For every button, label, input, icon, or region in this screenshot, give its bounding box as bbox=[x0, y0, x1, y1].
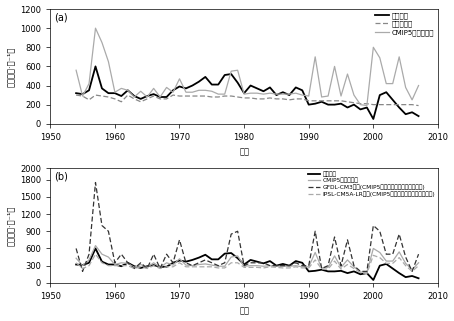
CMIP5模式平均値 bbox=[138, 263, 143, 266]
CMIP5模式平均値 bbox=[74, 256, 79, 260]
IPSL-CM5A-LR模式(CMIP5模式平均値的数据来源之二) bbox=[138, 265, 143, 269]
Line: 观测数据: 观测数据 bbox=[76, 66, 419, 119]
观测数据 bbox=[416, 276, 421, 280]
CMIP5模式平均値 bbox=[74, 68, 79, 72]
观测数据 bbox=[267, 85, 273, 89]
GFDL-CM3模式(CMIP5模式平均値的数据来源之一) bbox=[274, 264, 279, 268]
X-axis label: 年份: 年份 bbox=[239, 147, 249, 156]
再分析资料 bbox=[132, 97, 137, 101]
观测数据 bbox=[312, 102, 318, 106]
CMIP5模式平均値 bbox=[416, 261, 421, 265]
观测数据 bbox=[286, 93, 292, 97]
CMIP5模式平均値 bbox=[416, 83, 421, 87]
再分析资料 bbox=[274, 97, 279, 101]
GFDL-CM3模式(CMIP5模式平均値的数据来源之一) bbox=[293, 261, 299, 265]
Line: CMIP5模式平均値: CMIP5模式平均値 bbox=[76, 28, 419, 106]
再分析资料 bbox=[261, 97, 266, 101]
CMIP5模式平均値 bbox=[209, 263, 215, 267]
IPSL-CM5A-LR模式(CMIP5模式平均値的数据来源之二) bbox=[312, 258, 318, 262]
GFDL-CM3模式(CMIP5模式平均値的数据来源之一) bbox=[144, 267, 150, 271]
再分析资料 bbox=[306, 99, 311, 103]
IPSL-CM5A-LR模式(CMIP5模式平均値的数据来源之二) bbox=[93, 252, 98, 256]
观测数据 bbox=[209, 82, 215, 86]
再分析资料 bbox=[202, 94, 208, 98]
Line: CMIP5模式平均値: CMIP5模式平均値 bbox=[76, 246, 419, 273]
Legend: 观测数据, 再分析资料, CMIP5模式平均値: 观测数据, 再分析资料, CMIP5模式平均値 bbox=[374, 11, 436, 37]
再分析资料 bbox=[280, 97, 286, 101]
IPSL-CM5A-LR模式(CMIP5模式平均値的数据来源之二) bbox=[209, 265, 215, 269]
IPSL-CM5A-LR模式(CMIP5模式平均値的数据来源之二) bbox=[416, 264, 421, 268]
CMIP5模式平均値 bbox=[364, 271, 370, 274]
Line: 再分析资料: 再分析资料 bbox=[76, 95, 419, 106]
IPSL-CM5A-LR模式(CMIP5模式平均値的数据来源之二) bbox=[286, 266, 292, 270]
Text: (b): (b) bbox=[54, 172, 68, 182]
GFDL-CM3模式(CMIP5模式平均値的数据来源之一) bbox=[216, 264, 221, 268]
IPSL-CM5A-LR模式(CMIP5模式平均値的数据来源之二) bbox=[364, 272, 370, 276]
IPSL-CM5A-LR模式(CMIP5模式平均値的数据来源之二) bbox=[267, 265, 273, 269]
Line: 观测数据: 观测数据 bbox=[76, 248, 419, 280]
GFDL-CM3模式(CMIP5模式平均値的数据来源之一) bbox=[319, 267, 324, 271]
Line: GFDL-CM3模式(CMIP5模式平均値的数据来源之一): GFDL-CM3模式(CMIP5模式平均値的数据来源之一) bbox=[76, 183, 419, 271]
观测数据 bbox=[370, 117, 376, 121]
观测数据 bbox=[138, 266, 143, 270]
观测数据 bbox=[93, 247, 98, 250]
观测数据 bbox=[280, 90, 286, 94]
CMIP5模式平均値 bbox=[312, 251, 318, 255]
CMIP5模式平均値 bbox=[209, 89, 215, 93]
观测数据 bbox=[138, 97, 143, 101]
CMIP5模式平均値 bbox=[280, 264, 286, 268]
Text: (a): (a) bbox=[54, 13, 68, 22]
观测数据 bbox=[74, 91, 79, 95]
CMIP5模式平均値 bbox=[267, 264, 273, 268]
Legend: 观测数据, CMIP5模式平均値, GFDL-CM3模式(CMIP5模式平均値的数据来源之一), IPSL-CM5A-LR模式(CMIP5模式平均値的数据来源之: 观测数据, CMIP5模式平均値, GFDL-CM3模式(CMIP5模式平均値的… bbox=[307, 170, 436, 198]
观测数据 bbox=[93, 65, 98, 68]
Y-axis label: 频次（次·年⁻¹）: 频次（次·年⁻¹） bbox=[6, 46, 15, 87]
CMIP5模式平均値 bbox=[267, 91, 273, 95]
CMIP5模式平均値 bbox=[312, 55, 318, 59]
IPSL-CM5A-LR模式(CMIP5模式平均値的数据来源之二) bbox=[280, 266, 286, 270]
观测数据 bbox=[209, 257, 215, 261]
观测数据 bbox=[416, 114, 421, 118]
GFDL-CM3模式(CMIP5模式平均値的数据来源之一) bbox=[286, 264, 292, 268]
观测数据 bbox=[267, 259, 273, 263]
再分析资料 bbox=[74, 93, 79, 97]
再分析资料 bbox=[416, 104, 421, 108]
CMIP5模式平均値 bbox=[138, 89, 143, 93]
GFDL-CM3模式(CMIP5模式平均値的数据来源之一) bbox=[74, 247, 79, 250]
GFDL-CM3模式(CMIP5模式平均値的数据来源之一) bbox=[416, 252, 421, 256]
CMIP5模式平均値 bbox=[93, 244, 98, 247]
观测数据 bbox=[74, 263, 79, 266]
CMIP5模式平均値 bbox=[286, 264, 292, 268]
Y-axis label: 频次（次·年⁻¹）: 频次（次·年⁻¹） bbox=[5, 205, 15, 246]
IPSL-CM5A-LR模式(CMIP5模式平均値的数据来源之二) bbox=[74, 261, 79, 265]
CMIP5模式平均値 bbox=[364, 104, 370, 108]
观测数据 bbox=[312, 269, 318, 273]
观测数据 bbox=[286, 264, 292, 268]
观测数据 bbox=[370, 278, 376, 282]
X-axis label: 年份: 年份 bbox=[239, 307, 249, 316]
GFDL-CM3模式(CMIP5模式平均値的数据来源之一) bbox=[93, 181, 98, 185]
CMIP5模式平均値 bbox=[286, 92, 292, 96]
观测数据 bbox=[280, 262, 286, 266]
CMIP5模式平均値 bbox=[280, 92, 286, 96]
CMIP5模式平均値 bbox=[93, 26, 98, 30]
GFDL-CM3模式(CMIP5模式平均値的数据来源之一) bbox=[80, 269, 85, 273]
Line: IPSL-CM5A-LR模式(CMIP5模式平均値的数据来源之二): IPSL-CM5A-LR模式(CMIP5模式平均値的数据来源之二) bbox=[76, 254, 419, 274]
